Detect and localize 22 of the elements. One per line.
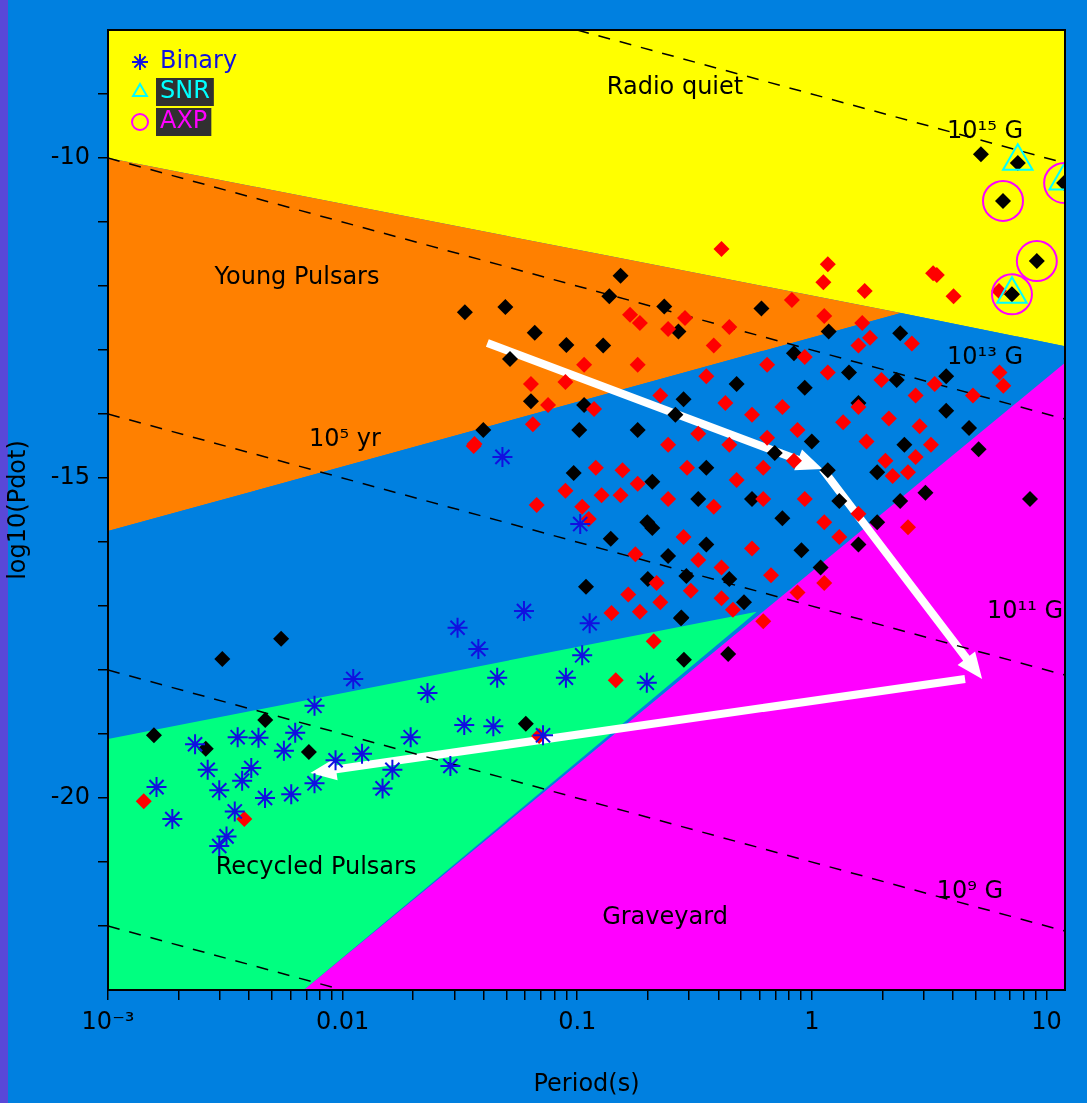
annotation: Recycled Pulsars [215,852,417,881]
y-axis-title: log10(Pdot) [2,440,31,580]
annotation: Young Pulsars [213,262,380,291]
x-tick-label: 10⁻³ [81,1006,135,1035]
annotation: 10⁵ yr [309,424,382,453]
annotation: 10¹⁵ G [946,116,1024,145]
legend-label: Binary [160,46,238,75]
legend-label: SNR [160,76,210,105]
annotation: Radio quiet [606,72,744,101]
x-tick-label: 0.1 [558,1006,597,1035]
annotation: 10⁹ G [936,876,1004,905]
y-tick-label: -10 [50,142,90,171]
x-tick-label: 10 [1031,1006,1062,1035]
annotation: 10¹³ G [946,342,1024,371]
annotation: Graveyard [602,902,728,931]
y-tick-label: -15 [50,462,90,491]
x-tick-label: 1 [804,1006,820,1035]
legend-label: AXP [160,106,208,135]
x-tick-label: 0.01 [315,1006,370,1035]
annotation: 10¹¹ G [986,596,1064,625]
x-axis-title: Period(s) [533,1068,640,1097]
y-tick-label: -20 [50,782,90,811]
